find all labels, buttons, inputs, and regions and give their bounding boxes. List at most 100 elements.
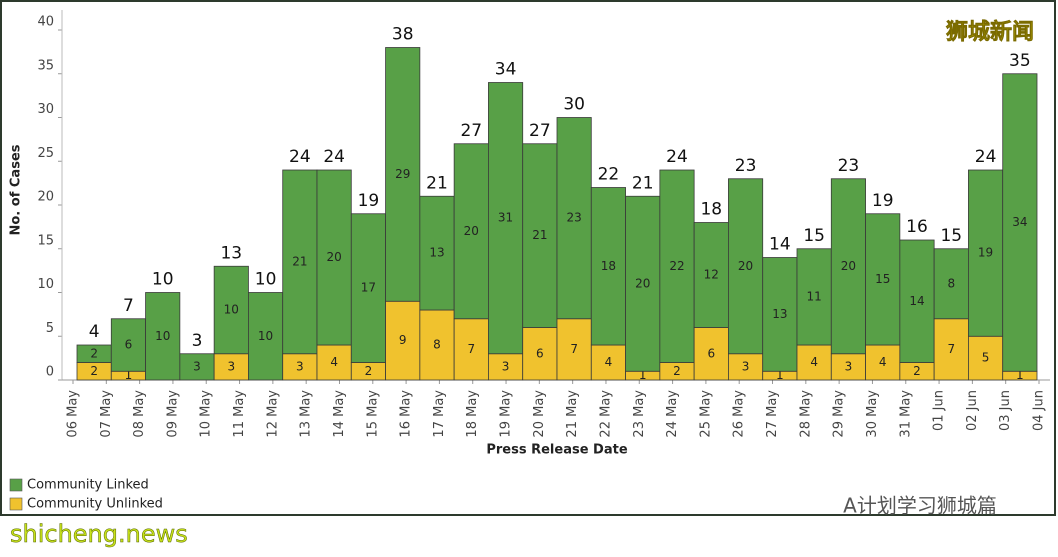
data-label: 10: [258, 329, 273, 343]
x-tick-label: 08 May: [132, 390, 147, 438]
bar-segment: [179, 353, 215, 381]
bar-segment: [419, 309, 455, 381]
data-label: 4: [330, 355, 338, 369]
data-label: 7: [467, 342, 475, 356]
x-tick-label: 10 May: [199, 390, 214, 438]
total-label: 10: [255, 270, 277, 290]
x-tick-label: 13 May: [299, 390, 314, 438]
data-label: 21: [532, 228, 547, 242]
x-tick-label: 01 Jun: [932, 390, 947, 431]
data-label: 8: [947, 276, 955, 290]
y-tick-label: 10: [37, 277, 54, 292]
x-tick-label: 09 May: [165, 390, 180, 438]
data-label: 18: [601, 259, 616, 273]
x-tick-label: 12 May: [265, 390, 280, 438]
data-label: 2: [90, 346, 98, 360]
data-label: 3: [502, 359, 510, 373]
bar-segment: [556, 117, 592, 320]
x-tick-label: 21 May: [565, 390, 580, 438]
total-label: 3: [192, 331, 203, 351]
data-label: 7: [570, 342, 578, 356]
x-tick-label: 04 Jun: [1032, 390, 1047, 431]
bar-segment: [248, 292, 284, 381]
data-label: 4: [879, 355, 887, 369]
watermark: 狮城新闻: [946, 19, 1034, 45]
x-tick-label: 27 May: [765, 390, 780, 438]
data-label: 20: [635, 276, 650, 290]
bar-segment: [556, 318, 592, 381]
total-label: 23: [735, 156, 757, 176]
data-label: 17: [361, 281, 376, 295]
data-label: 34: [1012, 215, 1027, 229]
data-label: 3: [227, 359, 235, 373]
bar-segment: [419, 195, 455, 311]
total-label: 19: [872, 191, 894, 211]
data-label: 31: [498, 211, 513, 225]
data-label: 2: [90, 364, 98, 378]
data-label: 7: [947, 342, 955, 356]
bar-segment: [693, 222, 729, 328]
x-tick-label: 06 May: [66, 390, 81, 438]
x-tick-label: 20 May: [532, 390, 547, 438]
x-tick-label: 28 May: [798, 390, 813, 438]
total-label: 16: [906, 217, 928, 237]
y-tick-label: 35: [37, 58, 54, 73]
watermark: A计划学习狮城篇: [843, 494, 997, 518]
bar-segment: [145, 292, 181, 381]
legend-label: Community Unlinked: [27, 497, 163, 512]
data-label: 5: [982, 351, 990, 365]
bar-segment: [933, 318, 969, 381]
legend-swatch: [9, 497, 23, 511]
total-label: 21: [632, 173, 654, 193]
data-label: 2: [365, 364, 373, 378]
data-label: 14: [909, 294, 924, 308]
y-tick-label: 15: [37, 233, 54, 248]
data-label: 20: [327, 250, 342, 264]
bar-segment: [590, 187, 626, 346]
total-label: 30: [563, 95, 585, 115]
bar-segment: [110, 318, 146, 372]
x-tick-label: 19 May: [499, 390, 514, 438]
bar-segment: [968, 169, 1004, 337]
total-label: 19: [358, 191, 380, 211]
data-label: 9: [399, 333, 407, 347]
bar-segment: [728, 178, 764, 355]
data-label: 22: [669, 259, 684, 273]
x-tick-label: 26 May: [732, 390, 747, 438]
total-label: 13: [220, 243, 242, 263]
x-tick-label: 25 May: [698, 390, 713, 438]
legend-label: Community Linked: [27, 478, 149, 493]
total-label: 14: [769, 235, 791, 255]
total-label: 23: [838, 156, 860, 176]
x-tick-label: 29 May: [832, 390, 847, 438]
total-label: 38: [392, 25, 414, 45]
total-label: 24: [289, 147, 311, 167]
bar-segment: [933, 248, 969, 320]
data-label: 23: [567, 211, 582, 225]
total-label: 10: [152, 270, 174, 290]
bar-segment: [625, 195, 661, 372]
bar-segment: [796, 248, 832, 346]
data-label: 15: [875, 272, 890, 286]
y-tick-label: 20: [37, 190, 54, 205]
bar-segment: [865, 344, 901, 381]
y-tick-label: 0: [46, 365, 54, 380]
y-tick-label: 40: [37, 15, 54, 30]
data-label: 1: [1016, 368, 1024, 382]
data-label: 29: [395, 167, 410, 181]
total-label: 21: [426, 173, 448, 193]
total-label: 15: [803, 226, 825, 246]
data-label: 3: [845, 359, 853, 373]
watermark: shicheng.news: [10, 520, 188, 548]
data-label: 20: [841, 259, 856, 273]
bar-segment: [1002, 73, 1038, 372]
y-tick-label: 5: [46, 321, 54, 336]
total-label: 27: [460, 121, 482, 141]
bar-segment: [385, 300, 421, 381]
x-tick-label: 30 May: [865, 390, 880, 438]
x-tick-label: 11 May: [232, 390, 247, 438]
x-tick-label: 02 Jun: [965, 390, 980, 431]
total-label: 7: [123, 296, 134, 316]
x-tick-label: 31 May: [898, 390, 913, 438]
